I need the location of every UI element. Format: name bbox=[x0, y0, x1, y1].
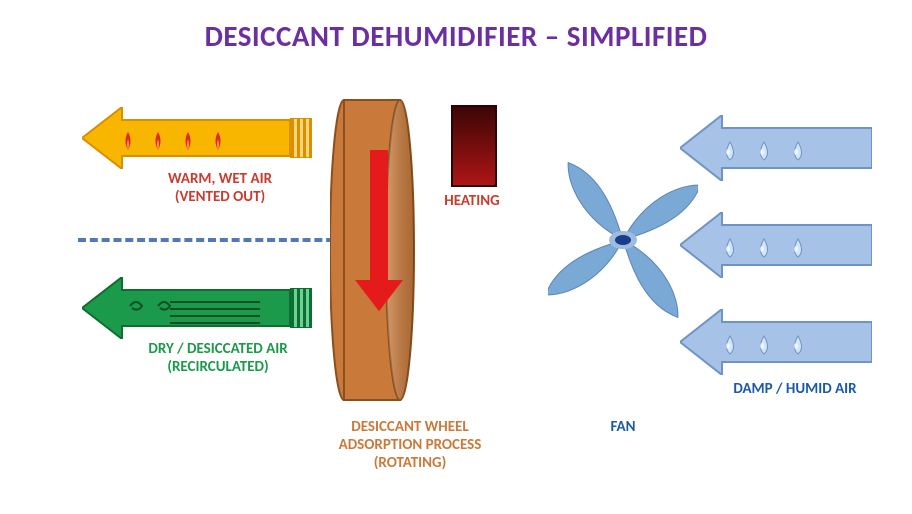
dry-air-tail bbox=[290, 288, 312, 328]
page-title: DESICCANT DEHUMIDIFIER – SIMPLIFIED bbox=[0, 18, 912, 54]
dry-air-label: DRY / DESICCATED AIR (RECIRCULATED) bbox=[98, 340, 338, 376]
warm-air-tail bbox=[290, 118, 312, 158]
dry-air-label-line2: (RECIRCULATED) bbox=[98, 358, 338, 376]
fan-label: FAN bbox=[588, 418, 658, 436]
warm-air-label-line1: WARM, WET AIR bbox=[120, 170, 320, 188]
warm-air-arrow bbox=[82, 107, 290, 169]
flow-divider bbox=[78, 238, 346, 242]
wheel-label: DESICCANT WHEEL ADSORPTION PROCESS (ROTA… bbox=[300, 418, 520, 472]
dry-air-arrow bbox=[82, 277, 290, 339]
humid-air-arrow-3 bbox=[680, 309, 872, 375]
humid-air-label: DAMP / HUMID AIR bbox=[700, 380, 890, 398]
humid-air-arrow-2 bbox=[680, 212, 872, 278]
wheel-label-line2: ADSORPTION PROCESS bbox=[300, 436, 520, 454]
warm-air-label: WARM, WET AIR (VENTED OUT) bbox=[120, 170, 320, 206]
heating-label: HEATING bbox=[432, 192, 512, 210]
desiccant-wheel bbox=[330, 98, 428, 402]
wheel-label-line1: DESICCANT WHEEL bbox=[300, 418, 520, 436]
heating-element bbox=[450, 104, 498, 188]
wheel-label-line3: (ROTATING) bbox=[300, 454, 520, 472]
dry-air-label-line1: DRY / DESICCATED AIR bbox=[98, 340, 338, 358]
warm-air-label-line2: (VENTED OUT) bbox=[120, 188, 320, 206]
fan-icon bbox=[548, 140, 698, 340]
humid-air-arrow-1 bbox=[680, 115, 872, 181]
